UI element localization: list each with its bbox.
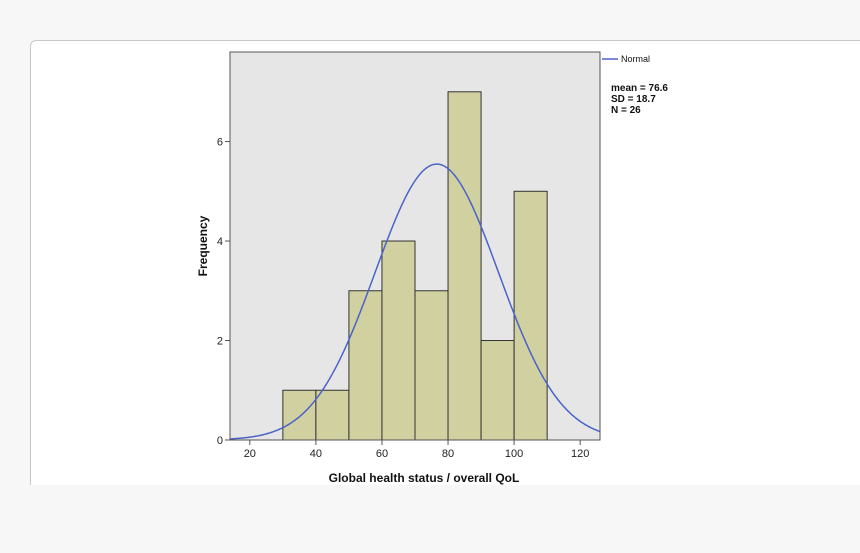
histogram-bar-2 xyxy=(315,389,350,441)
x-tick-label: 100 xyxy=(505,448,523,460)
y-axis: 0 2 4 6 xyxy=(217,137,230,447)
stats-mean: mean = 76.6 xyxy=(611,83,668,94)
histogram-bar-4 xyxy=(381,240,416,441)
stats-box: mean = 76.6 SD = 18.7 N = 26 xyxy=(611,83,668,116)
histogram-bar-7 xyxy=(480,340,515,441)
y-tick-label: 0 xyxy=(217,435,223,447)
x-tick-label: 80 xyxy=(442,448,454,460)
y-tick-label: 2 xyxy=(217,336,223,348)
histogram-bar-3 xyxy=(348,290,383,441)
histogram-bar-5 xyxy=(414,290,449,441)
x-tick-label: 40 xyxy=(310,448,322,460)
y-tick-label: 4 xyxy=(217,236,223,248)
stats-sd: SD = 18.7 xyxy=(611,94,656,105)
stats-n: N = 26 xyxy=(611,105,641,116)
histogram-bar-6 xyxy=(447,91,482,441)
histogram-bar-1 xyxy=(282,389,317,441)
chart-card: 20 40 60 80 100 120 0 2 4 6 Global health status… xyxy=(30,40,860,485)
x-axis-title: Global health status / overall QoL xyxy=(329,471,520,485)
plot-frame xyxy=(229,51,601,441)
histogram-bars xyxy=(282,91,548,441)
x-tick-label: 120 xyxy=(571,448,589,460)
x-tick-label: 60 xyxy=(376,448,388,460)
x-tick-label: 20 xyxy=(244,448,256,460)
y-tick-label: 6 xyxy=(217,137,223,149)
legend-label-normal: Normal xyxy=(621,54,650,64)
histogram-bar-8 xyxy=(513,190,548,441)
legend: Normal xyxy=(602,54,650,64)
histogram-chart: 20 40 60 80 100 120 0 2 4 6 Global health status… xyxy=(196,51,668,485)
normal-curve xyxy=(229,163,601,440)
x-axis: 20 40 60 80 100 120 xyxy=(244,440,589,460)
y-axis-title: Frequency xyxy=(196,215,210,276)
